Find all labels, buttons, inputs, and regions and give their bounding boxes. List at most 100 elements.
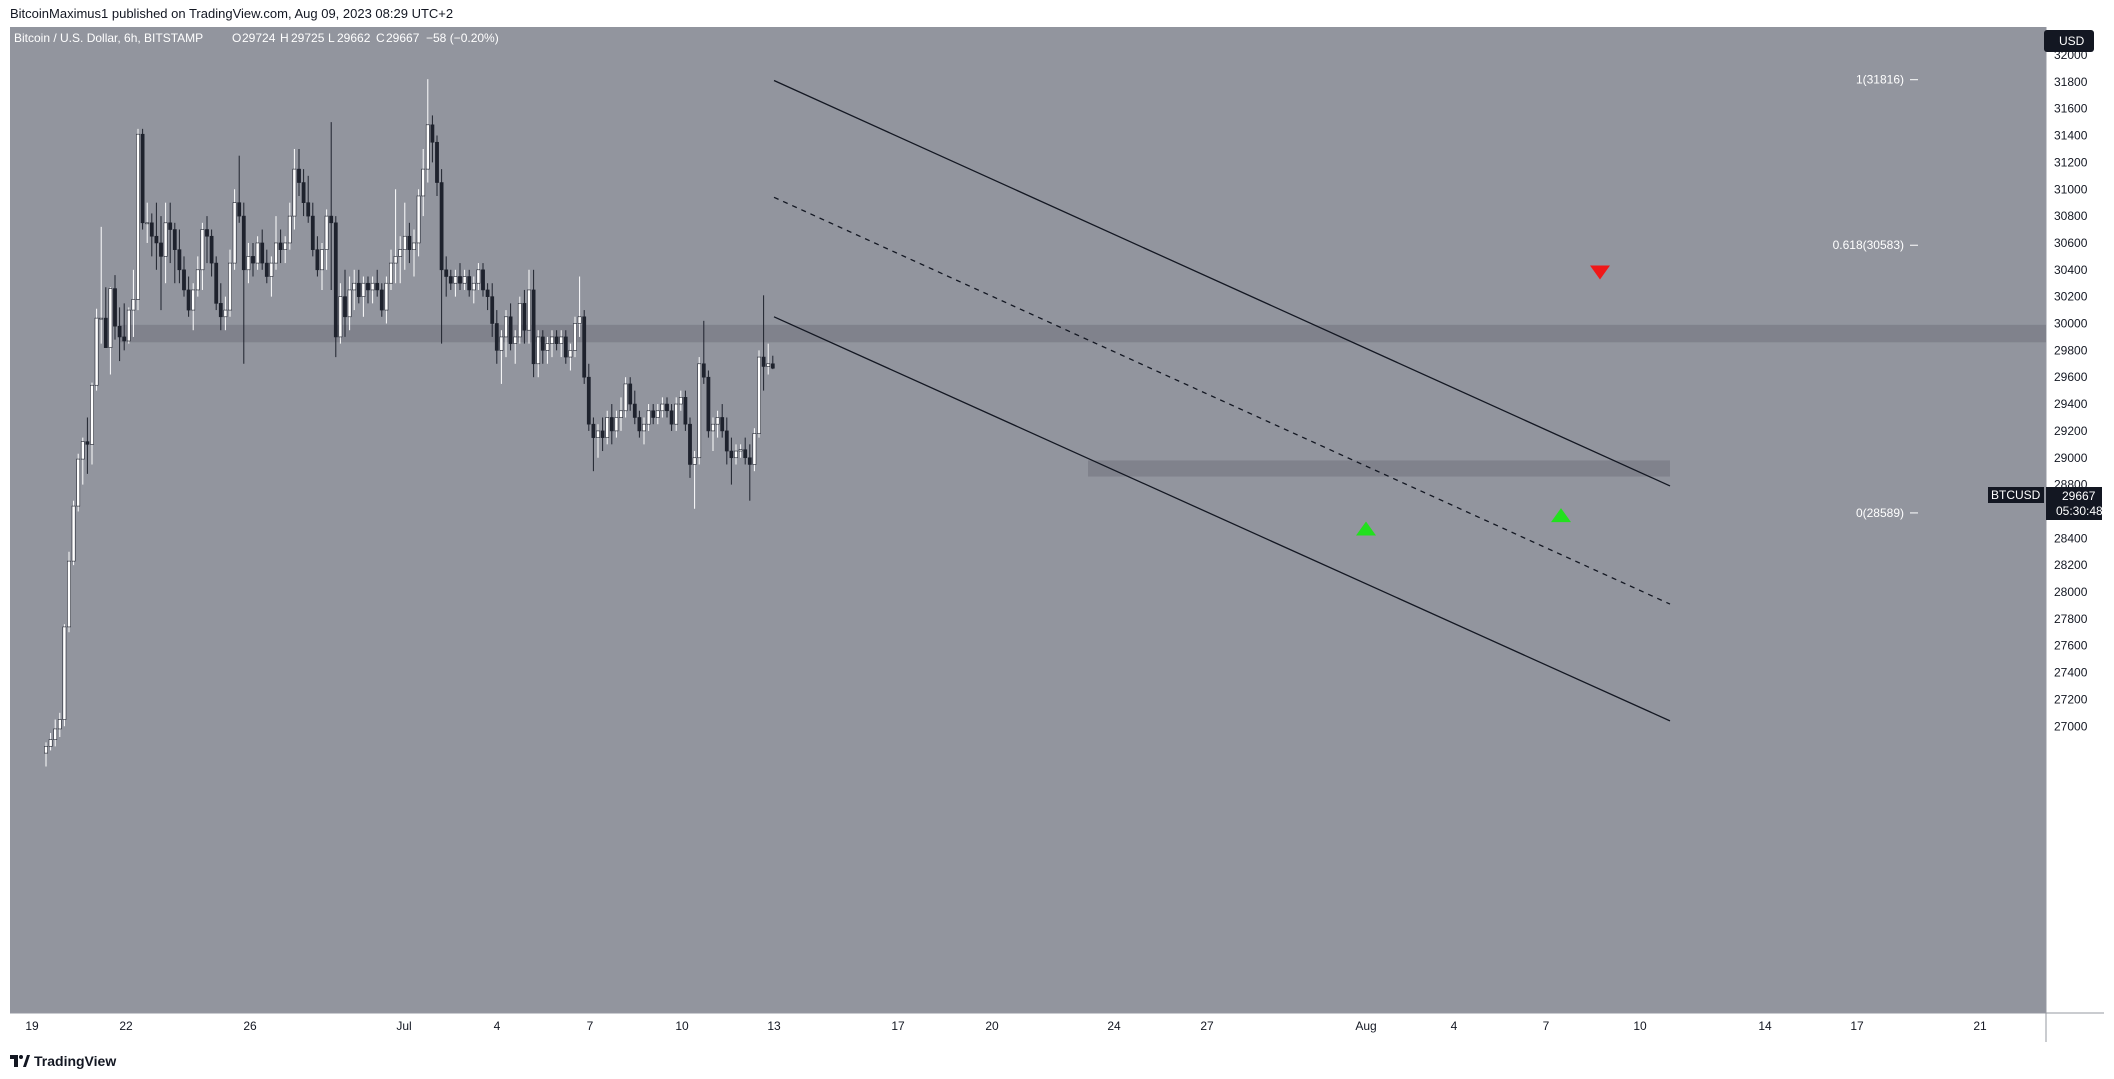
time-tick-label: Jul bbox=[396, 1019, 411, 1033]
candle-body bbox=[172, 229, 177, 250]
candlestick-chart[interactable]: 1(31816)0.618(30583)0(28589) 32000318003… bbox=[10, 27, 2104, 1042]
candle-up bbox=[425, 79, 430, 183]
candle-up bbox=[223, 296, 228, 331]
candle-body bbox=[113, 288, 117, 327]
candle-body bbox=[232, 202, 237, 264]
tradingview-logo[interactable]: TradingView bbox=[10, 1052, 116, 1070]
price-tick-label: 27200 bbox=[2054, 692, 2088, 706]
candle-body bbox=[122, 336, 127, 342]
candle-down bbox=[117, 307, 122, 362]
candle-body bbox=[637, 417, 642, 432]
candle-body bbox=[301, 182, 306, 203]
currency-badge[interactable]: USD bbox=[2044, 30, 2094, 52]
candle-up bbox=[99, 226, 104, 344]
candle-down bbox=[508, 303, 513, 351]
plot-background bbox=[10, 27, 2046, 1013]
candle-up bbox=[370, 276, 375, 304]
candle-down bbox=[186, 276, 191, 317]
candle-down bbox=[103, 287, 108, 348]
candle-down bbox=[770, 355, 775, 370]
candle-down bbox=[430, 115, 435, 163]
candle-body bbox=[651, 410, 656, 418]
candle-up bbox=[596, 424, 600, 458]
candle-up bbox=[499, 330, 504, 384]
time-tick-label: 20 bbox=[985, 1019, 999, 1033]
candle-body bbox=[186, 289, 191, 311]
candle-body bbox=[412, 242, 416, 250]
candle-up bbox=[513, 330, 518, 364]
candle-body bbox=[80, 441, 85, 460]
arrow-down-marker bbox=[1590, 265, 1610, 280]
candle-body bbox=[324, 215, 329, 250]
candle-down bbox=[343, 269, 347, 337]
candle-body bbox=[177, 249, 182, 271]
legend-o-label: O bbox=[232, 31, 241, 45]
candle-up bbox=[195, 256, 200, 297]
candle-up bbox=[462, 269, 467, 290]
candle-body bbox=[366, 282, 370, 291]
candle-body bbox=[688, 423, 692, 465]
candle-body bbox=[154, 235, 159, 244]
candle-up bbox=[550, 330, 554, 358]
candle-body bbox=[655, 410, 660, 418]
candle-body bbox=[356, 282, 361, 297]
candle-up bbox=[416, 189, 421, 257]
price-tick-label: 27600 bbox=[2054, 639, 2088, 653]
candle-up bbox=[94, 308, 99, 391]
candle-up bbox=[361, 276, 366, 317]
candle-down bbox=[458, 263, 462, 290]
candle-up bbox=[57, 712, 62, 737]
time-tick-label: 26 bbox=[243, 1019, 257, 1033]
candle-down bbox=[251, 242, 255, 277]
candle-down bbox=[333, 216, 338, 358]
price-tick-label: 27800 bbox=[2054, 612, 2088, 626]
candle-up bbox=[389, 249, 393, 290]
candle-body bbox=[94, 317, 99, 386]
candle-body bbox=[669, 410, 674, 425]
candle-body bbox=[462, 276, 467, 284]
candle-body bbox=[343, 296, 347, 318]
legend-c-label: C bbox=[376, 31, 385, 45]
candle-body bbox=[292, 168, 297, 217]
candle-body bbox=[389, 262, 393, 284]
candle-down bbox=[297, 148, 301, 196]
candle-body bbox=[209, 235, 214, 264]
candle-body bbox=[559, 336, 564, 344]
candle-body bbox=[283, 242, 288, 250]
candle-down bbox=[632, 390, 637, 425]
candle-down bbox=[177, 229, 182, 284]
candle-up bbox=[274, 216, 278, 270]
currency-label: USD bbox=[2059, 34, 2085, 48]
time-tick-label: 10 bbox=[1633, 1019, 1647, 1033]
candle-up bbox=[476, 263, 481, 290]
candle-up bbox=[517, 296, 522, 344]
candle-up bbox=[471, 276, 476, 304]
candle-up bbox=[536, 330, 541, 378]
candle-down bbox=[439, 169, 444, 344]
channel-upper-line bbox=[773, 79, 1671, 487]
candle-up bbox=[246, 242, 251, 284]
candle-down bbox=[122, 303, 127, 351]
candle-body bbox=[504, 316, 508, 338]
candle-body bbox=[421, 168, 426, 197]
candle-down bbox=[113, 275, 117, 340]
price-tick-label: 28200 bbox=[2054, 558, 2088, 572]
price-tick-label: 31800 bbox=[2054, 75, 2088, 89]
candle-down bbox=[724, 417, 729, 465]
price-tick-label: 29000 bbox=[2054, 451, 2088, 465]
candle-up bbox=[738, 444, 743, 458]
candle-down bbox=[747, 444, 752, 501]
time-axis-panel[interactable] bbox=[10, 1013, 2104, 1042]
candle-body bbox=[117, 325, 122, 338]
candle-body bbox=[642, 423, 646, 432]
candle-up bbox=[228, 249, 232, 317]
candle-body bbox=[126, 309, 131, 342]
candle-up bbox=[136, 128, 140, 311]
candle-down bbox=[467, 269, 472, 297]
candle-up bbox=[44, 742, 48, 767]
candle-up bbox=[71, 500, 76, 566]
candle-down bbox=[379, 283, 384, 317]
candle-body bbox=[444, 269, 449, 277]
chart-container[interactable]: 1(31816) 0.618(30583) 0(28589) 32000 31800 3… bbox=[10, 27, 2104, 1042]
candle-down bbox=[701, 320, 706, 384]
